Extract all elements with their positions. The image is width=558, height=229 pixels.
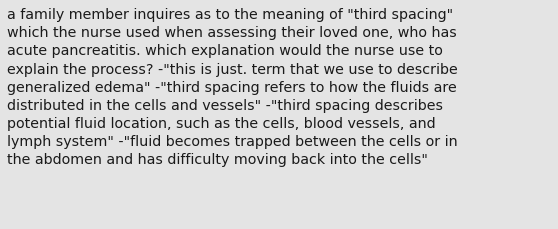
Text: a family member inquires as to the meaning of "third spacing"
which the nurse us: a family member inquires as to the meani… — [7, 8, 458, 167]
